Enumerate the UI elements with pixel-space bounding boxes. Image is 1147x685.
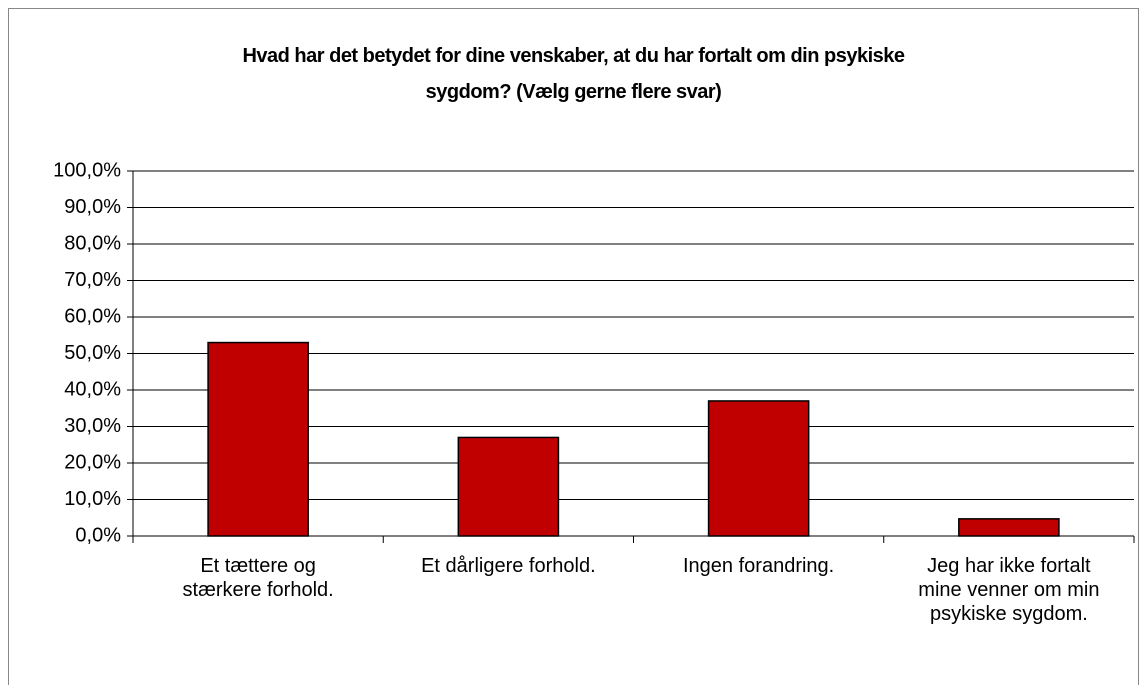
- bar: [457, 436, 560, 537]
- x-tick-label: Et tættere og stærkere forhold.: [182, 555, 334, 601]
- x-label-box: Ingen forandring.: [683, 555, 835, 577]
- y-tick-label: 80,0%: [64, 232, 121, 254]
- x-label-box: Et dårligere forhold.: [421, 555, 596, 577]
- bar: [707, 400, 810, 537]
- y-tick-label: 70,0%: [64, 269, 121, 291]
- y-tick-label: 100,0%: [53, 159, 121, 181]
- y-tick-label: 60,0%: [64, 305, 121, 327]
- y-tick-label: 30,0%: [64, 415, 121, 437]
- x-label-box: Jeg har ikke fortalt mine venner om min …: [918, 555, 1100, 625]
- y-tick-label: 0,0%: [75, 524, 121, 546]
- x-tick-label: Ingen forandring.: [683, 555, 835, 577]
- bar: [207, 341, 309, 537]
- bar: [958, 518, 1060, 537]
- title-box: Hvad har det betydet for dine venskaber,…: [242, 45, 905, 103]
- chart-frame: [8, 8, 1139, 685]
- y-tick-label: 10,0%: [64, 488, 121, 510]
- y-tick-label: 50,0%: [64, 342, 121, 364]
- x-tick-label: Et dårligere forhold.: [421, 555, 596, 577]
- y-tick-label: 20,0%: [64, 451, 121, 473]
- x-label-box: Et tættere og stærkere forhold.: [182, 555, 334, 601]
- x-tick-label: Jeg har ikke fortalt mine venner om min …: [918, 555, 1100, 625]
- chart-title: Hvad har det betydet for dine venskaber,…: [242, 45, 905, 103]
- y-tick-label: 90,0%: [64, 196, 121, 218]
- y-tick-label: 40,0%: [64, 378, 121, 400]
